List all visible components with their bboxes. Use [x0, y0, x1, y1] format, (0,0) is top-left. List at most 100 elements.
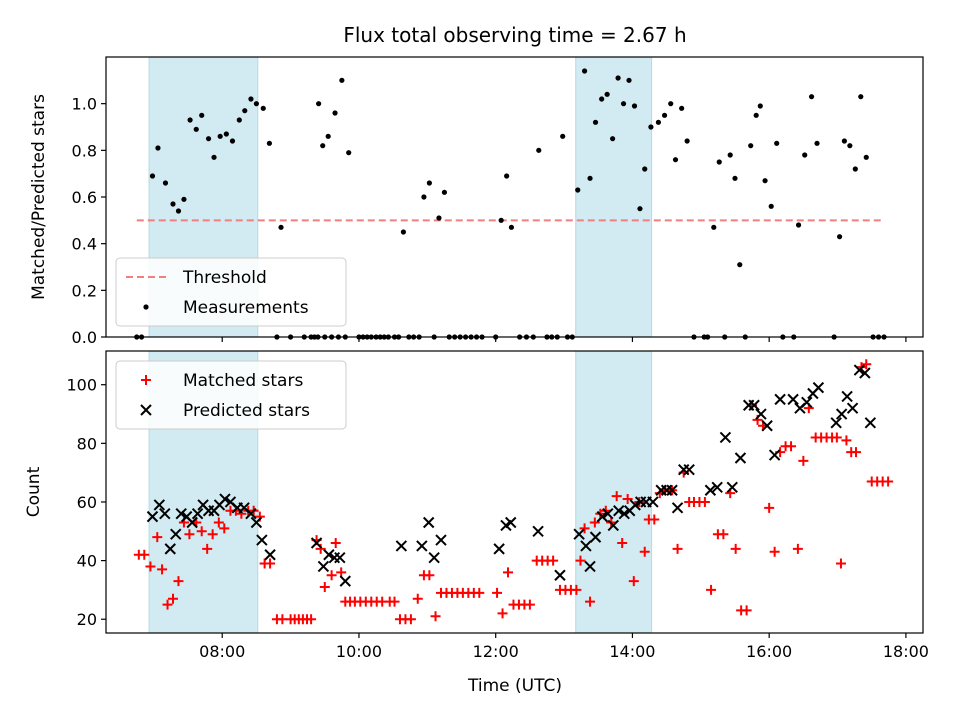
- data-point: [175, 507, 187, 520]
- data-point: [666, 484, 678, 496]
- data-point: [548, 555, 559, 566]
- data-point: [787, 393, 799, 406]
- data-point: [175, 208, 182, 214]
- data-point: [426, 180, 432, 186]
- data-point: [436, 215, 442, 221]
- data-point: [493, 543, 505, 555]
- data-point: [841, 138, 847, 144]
- data-point: [622, 494, 633, 505]
- data-point: [492, 587, 503, 598]
- data-point: [395, 540, 408, 552]
- data-point: [628, 576, 639, 587]
- data-point: [428, 551, 440, 564]
- data-point: [768, 449, 781, 461]
- data-point: [435, 534, 447, 546]
- data-point: [503, 567, 514, 578]
- data-point: [253, 101, 260, 107]
- data-point: [422, 516, 435, 529]
- data-point: [762, 178, 768, 184]
- data-point: [768, 203, 774, 209]
- data-point: [737, 262, 743, 268]
- data-point: [330, 538, 341, 549]
- data-point: [786, 441, 797, 452]
- data-point: [424, 570, 435, 581]
- legend-label: Measurements: [183, 298, 309, 318]
- data-point: [317, 560, 330, 573]
- data-point: [323, 549, 335, 561]
- data-point: [316, 101, 322, 107]
- data-point: [181, 196, 187, 202]
- data-point: [441, 189, 448, 195]
- data-point: [683, 464, 695, 476]
- data-point: [153, 499, 166, 511]
- data-point: [193, 126, 199, 132]
- data-point: [319, 581, 330, 592]
- data-point: [184, 529, 195, 540]
- data-point: [139, 549, 150, 560]
- data-point: [604, 91, 610, 97]
- x-tick-label: 08:00: [199, 642, 245, 661]
- data-point: [229, 138, 236, 144]
- data-point: [774, 393, 786, 406]
- legend: Matched stars Predicted stars: [115, 360, 347, 430]
- data-point: [639, 546, 650, 557]
- data-point: [584, 560, 596, 573]
- data-point: [339, 77, 345, 83]
- data-point: [626, 77, 632, 83]
- data-point: [320, 143, 326, 149]
- data-point: [580, 540, 592, 552]
- data-point: [207, 529, 218, 540]
- data-point: [412, 593, 423, 604]
- x-tick-label: 16:00: [746, 642, 792, 661]
- data-point: [668, 101, 674, 107]
- data-point: [152, 532, 163, 543]
- y-tick-label: 40: [77, 552, 97, 571]
- data-point: [732, 175, 738, 181]
- y-tick-label: 60: [77, 493, 97, 512]
- chart-title: Flux total observing time = 2.67 h: [343, 23, 686, 47]
- data-point: [671, 502, 684, 514]
- data-point: [726, 481, 738, 494]
- legend-swatch: [143, 304, 149, 310]
- data-point: [256, 534, 268, 546]
- legend-swatch: [140, 404, 152, 416]
- data-point: [734, 452, 747, 464]
- data-point: [191, 507, 204, 520]
- data-point: [642, 166, 648, 172]
- legend: Threshold Measurements: [115, 257, 347, 327]
- data-point: [421, 194, 427, 200]
- data-point: [504, 173, 510, 179]
- data-point: [585, 596, 596, 607]
- legend-label: Threshold: [182, 268, 267, 288]
- y-tick-label: 20: [77, 610, 97, 629]
- data-point: [719, 431, 732, 444]
- data-point: [405, 614, 416, 625]
- data-point: [661, 112, 668, 118]
- data-point: [339, 575, 351, 587]
- data-point: [648, 124, 654, 130]
- data-point: [864, 417, 877, 429]
- data-point: [846, 402, 859, 414]
- data-point: [508, 224, 515, 230]
- data-point: [716, 159, 722, 165]
- y-tick-label: 0.8: [72, 141, 97, 160]
- data-point: [170, 201, 176, 207]
- x-tick-label: 14:00: [609, 642, 655, 661]
- data-point: [718, 529, 729, 540]
- data-point: [581, 68, 588, 74]
- data-point: [219, 523, 230, 534]
- data-point: [497, 608, 508, 619]
- data-point: [573, 528, 585, 540]
- data-point: [199, 112, 205, 118]
- legend-label: Predicted stars: [183, 401, 310, 421]
- y-axis-label: Count: [24, 466, 44, 517]
- data-point: [164, 543, 176, 555]
- data-point: [727, 152, 733, 158]
- data-point: [168, 593, 179, 604]
- data-point: [699, 496, 710, 507]
- data-point: [278, 224, 284, 230]
- data-point: [852, 166, 858, 172]
- data-point: [157, 564, 168, 575]
